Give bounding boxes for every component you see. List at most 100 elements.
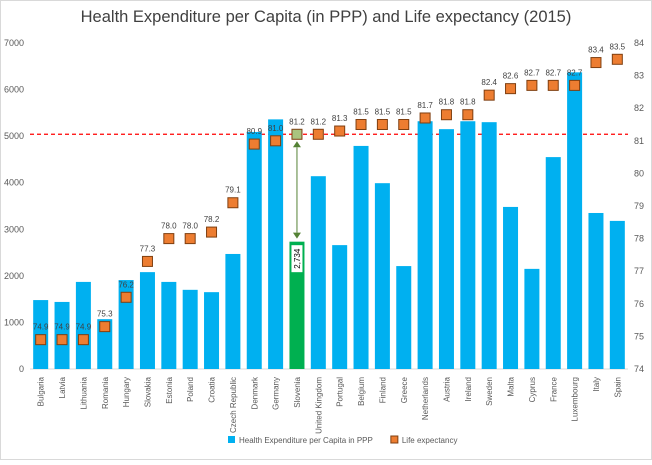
value-label: 78.0 <box>182 222 198 231</box>
value-label: 77.3 <box>140 244 156 253</box>
x-tick-label: Germany <box>272 377 281 410</box>
y-tick-label: 3000 <box>4 224 24 234</box>
marker <box>99 321 111 333</box>
bar <box>481 122 497 370</box>
marker <box>462 109 474 121</box>
marker <box>376 119 388 130</box>
value-label: 78.2 <box>204 215 220 224</box>
y2-tick-label: 79 <box>634 201 644 211</box>
x-tick-label: Estonia <box>165 376 174 403</box>
x-tick-label: Finland <box>378 377 387 403</box>
marker <box>206 226 218 238</box>
bar <box>438 129 454 369</box>
bar <box>417 121 433 370</box>
y2-tick-label: 82 <box>634 103 644 113</box>
marker <box>334 125 346 137</box>
value-label: 82.7 <box>545 68 561 77</box>
chart-title: Health Expenditure per Capita (in PPP) a… <box>81 8 572 26</box>
x-tick-label: Latvia <box>58 376 67 398</box>
legend-swatch <box>390 435 399 444</box>
marker <box>547 79 559 91</box>
marker <box>440 109 452 121</box>
value-label: 81.7 <box>417 101 433 110</box>
marker <box>505 83 517 95</box>
value-label: 81.2 <box>289 117 305 126</box>
y2-tick-label: 75 <box>634 331 644 341</box>
x-tick-label: Romania <box>101 376 110 409</box>
value-label: 75.3 <box>97 310 113 319</box>
x-tick-label: Netherlands <box>421 377 430 420</box>
marker <box>526 79 538 91</box>
marker <box>569 79 581 91</box>
x-tick-label: Hungary <box>122 377 131 407</box>
x-tick-label: France <box>549 376 558 401</box>
marker <box>77 334 89 346</box>
bar <box>460 121 476 370</box>
bar <box>310 176 326 369</box>
bar <box>567 72 583 369</box>
x-tick-label: Greece <box>400 376 409 403</box>
y2-tick-label: 81 <box>634 136 644 146</box>
value-label: 74.9 <box>54 323 70 332</box>
marker <box>611 53 623 65</box>
bar <box>225 253 241 369</box>
bar <box>289 241 305 369</box>
value-label: 83.5 <box>610 42 626 51</box>
bar <box>503 206 519 369</box>
y-tick-label: 1000 <box>4 317 24 327</box>
bar <box>545 157 561 369</box>
x-tick-label: Denmark <box>250 376 259 409</box>
x-tick-label: Portugal <box>336 377 345 407</box>
value-label: 81.3 <box>332 114 348 123</box>
bar <box>609 220 625 369</box>
x-tick-label: Luxembourg <box>571 377 580 421</box>
y-tick-label: 6000 <box>4 85 24 95</box>
marker <box>419 112 431 124</box>
bar <box>75 281 91 369</box>
value-label: 82.7 <box>524 68 540 77</box>
marker <box>355 119 367 130</box>
bar <box>246 131 262 369</box>
x-tick-label: United Kingdom <box>314 377 323 434</box>
marker <box>141 255 153 267</box>
value-label: 2,734 <box>293 248 302 269</box>
marker <box>291 128 303 140</box>
marker <box>590 57 602 69</box>
bar <box>182 289 198 369</box>
value-label: 76.2 <box>118 280 134 289</box>
y2-tick-label: 78 <box>634 234 644 244</box>
value-label: 80.9 <box>246 127 262 136</box>
x-tick-label: Bulgaria <box>37 376 46 406</box>
marker <box>35 334 47 346</box>
y2-tick-label: 83 <box>634 71 644 81</box>
marker <box>120 291 132 303</box>
y-tick-label: 5000 <box>4 131 24 141</box>
x-tick-label: Slovenia <box>293 376 302 407</box>
value-label: 82.4 <box>481 78 497 87</box>
x-tick-label: Ireland <box>464 377 473 401</box>
marker <box>270 135 282 147</box>
x-tick-label: Czech Republic <box>229 377 238 433</box>
x-tick-label: Austria <box>442 376 451 401</box>
bar <box>332 245 348 369</box>
y-tick-label: 0 <box>19 364 24 374</box>
value-label: 78.0 <box>161 222 177 231</box>
marker <box>163 233 175 245</box>
value-label: 81.5 <box>375 108 391 117</box>
bar <box>396 266 412 369</box>
x-tick-label: Croatia <box>208 376 217 402</box>
value-label: 83.4 <box>588 46 604 55</box>
marker <box>248 138 260 150</box>
marker <box>56 334 68 346</box>
x-tick-label: Slovakia <box>143 376 152 407</box>
value-label: 82.6 <box>503 72 519 81</box>
y2-tick-label: 76 <box>634 299 644 309</box>
y2-tick-label: 74 <box>634 364 644 374</box>
x-tick-label: Sweden <box>485 377 494 406</box>
y2-tick-label: 77 <box>634 266 644 276</box>
bar <box>204 292 220 369</box>
arrow-head <box>292 232 301 239</box>
y-tick-label: 7000 <box>4 38 24 48</box>
